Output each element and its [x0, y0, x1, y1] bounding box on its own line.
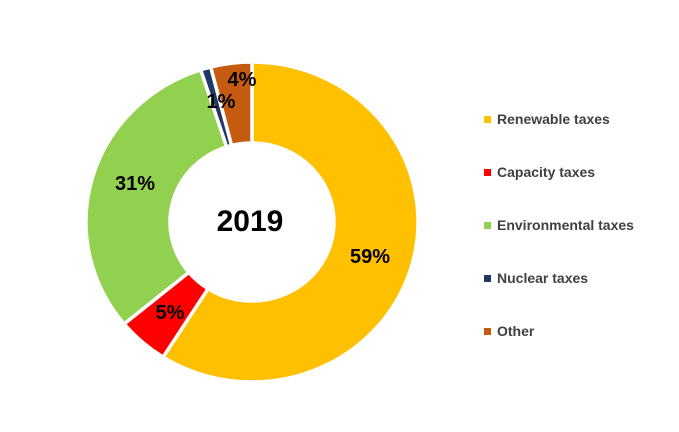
legend-label-renewable-taxes: Renewable taxes [497, 111, 610, 127]
legend-swatch-capacity-taxes [484, 168, 491, 176]
legend-label-other: Other [497, 323, 535, 339]
legend-swatch-other [484, 327, 491, 335]
legend-item-nuclear-taxes: Nuclear taxes [484, 271, 634, 285]
slice-label-other: 4% [228, 69, 257, 91]
legend-item-renewable-taxes: Renewable taxes [484, 112, 634, 126]
legend-swatch-nuclear-taxes [484, 274, 491, 282]
donut-slice-labels: 59% 5% 31% 1%4% [115, 69, 390, 324]
slice-label-renewable-taxes: 59% [350, 246, 390, 268]
slice-label-capacity-taxes: 5% [156, 302, 185, 324]
donut-center-label: 2019 [217, 205, 284, 238]
legend-swatch-renewable-taxes [484, 115, 491, 123]
legend-label-nuclear-taxes: Nuclear taxes [497, 270, 589, 286]
legend-label-capacity-taxes: Capacity taxes [497, 164, 596, 180]
legend-swatch-environmental-taxes [484, 221, 491, 229]
slice-label-environmental-taxes: 31% [115, 173, 155, 195]
pie-slice-other [208, 60, 254, 148]
legend-item-environmental-taxes: Environmental taxes [484, 218, 634, 232]
legend-label-environmental-taxes: Environmental taxes [497, 217, 634, 233]
chart-legend: Renewable taxes Capacity taxes Environme… [484, 112, 634, 338]
pie-slice-renewable-taxes [160, 60, 420, 384]
slice-label-nuclear-taxes: 1% [207, 91, 236, 113]
donut-slices [84, 60, 420, 384]
legend-item-other: Other [484, 324, 634, 338]
legend-item-capacity-taxes: Capacity taxes [484, 165, 634, 179]
pie-slice-environmental-taxes [84, 67, 229, 327]
